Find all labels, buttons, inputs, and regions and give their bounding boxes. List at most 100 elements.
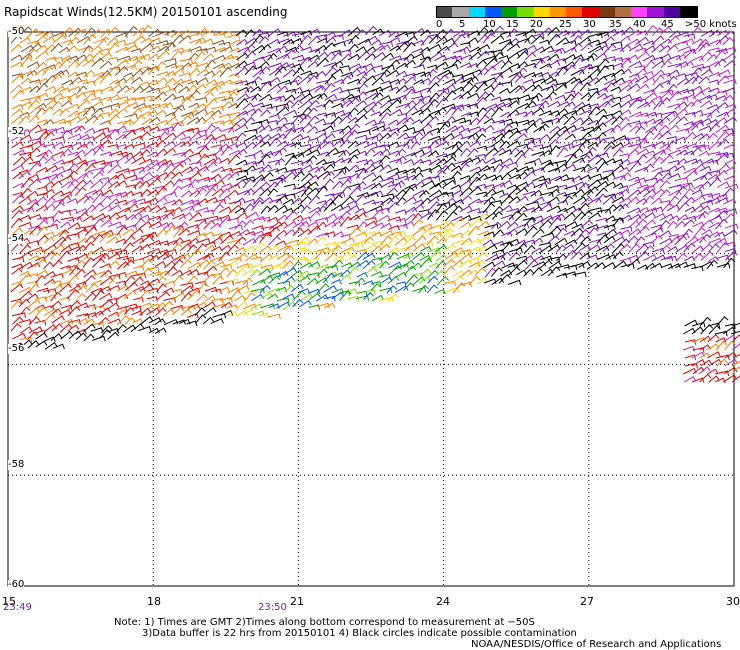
wind-barb [90, 45, 102, 53]
wind-barb [35, 82, 49, 93]
wind-barb [627, 258, 641, 268]
wind-barb [467, 207, 481, 214]
wind-barb [330, 204, 344, 212]
wind-barb [530, 34, 545, 45]
wind-barb [660, 59, 672, 69]
wind-barb [445, 106, 457, 115]
wind-barb [490, 96, 503, 102]
wind-barb [100, 28, 113, 38]
wind-barb [541, 95, 553, 102]
wind-barb [651, 83, 664, 93]
wind-barb [107, 144, 119, 150]
wind-barb [27, 299, 41, 308]
wind-barb [316, 268, 328, 277]
wind-barb [250, 107, 263, 117]
wind-barb [643, 100, 656, 108]
wind-barb [139, 85, 154, 94]
wind-barb [604, 98, 615, 108]
wind-barb [482, 261, 496, 269]
wind-barb [692, 336, 706, 343]
wind-barb [522, 28, 537, 37]
wind-barb [412, 251, 425, 261]
wind-barb [635, 212, 648, 221]
wind-barb [307, 238, 319, 246]
wind-barb [595, 193, 608, 203]
wind-barb [324, 252, 338, 262]
wind-barb [44, 223, 59, 230]
wind-barb [548, 217, 562, 229]
wind-barb [531, 150, 546, 157]
wind-barb [419, 167, 432, 174]
wind-barb [171, 171, 183, 180]
wind-barb [308, 292, 321, 301]
wind-barb [667, 195, 680, 206]
wind-barb [717, 138, 730, 148]
wind-barb [645, 125, 658, 134]
wind-barb [34, 68, 47, 76]
wind-barb [194, 314, 207, 324]
wind-barb [82, 257, 95, 268]
wind-barb [442, 37, 455, 45]
wind-barb [180, 292, 193, 302]
wind-barb [378, 144, 391, 150]
wind-barb [684, 236, 699, 246]
wind-barb [708, 231, 721, 238]
wind-barb [276, 124, 288, 132]
wind-barb [180, 239, 192, 245]
wind-barb [308, 28, 321, 36]
wind-barb [548, 226, 562, 236]
wind-barb [260, 264, 274, 270]
wind-barb [211, 69, 224, 78]
wind-barb [435, 158, 448, 166]
wind-barb [412, 71, 427, 77]
wind-barb [61, 39, 73, 45]
wind-barb [258, 153, 271, 165]
wind-barb [421, 176, 433, 182]
wind-barb [68, 60, 80, 68]
wind-barb [635, 138, 649, 150]
wind-barb [236, 263, 250, 269]
wind-barb [700, 158, 715, 166]
wind-barb [348, 227, 362, 237]
wind-barb [180, 62, 192, 70]
wind-barb [370, 245, 383, 254]
wind-barb [499, 241, 512, 247]
wind-barb [181, 166, 194, 174]
wind-barb [108, 311, 120, 318]
wind-barb [690, 147, 702, 156]
wind-barb [275, 167, 288, 173]
wind-barb [539, 215, 554, 222]
wind-barb [84, 312, 97, 318]
wind-barb [387, 173, 400, 179]
wind-barb [275, 221, 288, 230]
wind-barb [676, 182, 691, 189]
wind-barb [612, 29, 626, 37]
wind-barb [340, 233, 351, 240]
wind-barb [477, 230, 491, 236]
wind-barb [43, 250, 56, 260]
wind-barb [378, 207, 390, 214]
wind-barb [140, 171, 153, 181]
wind-barb [323, 285, 337, 293]
wind-barb [58, 46, 70, 54]
wind-barb [469, 218, 483, 228]
wind-barb [283, 254, 295, 262]
wind-barb [708, 324, 721, 335]
wind-barb [308, 288, 321, 295]
wind-barb [234, 66, 249, 77]
wind-barb [525, 201, 540, 207]
wind-barb [580, 116, 593, 126]
wind-barb [642, 130, 655, 141]
wind-barb [226, 278, 240, 284]
wind-barb [491, 59, 506, 69]
wind-barb [459, 194, 472, 204]
wind-barb [10, 61, 24, 68]
wind-barb [476, 145, 488, 152]
wind-barb [563, 46, 577, 54]
wind-barb [538, 219, 552, 229]
wind-barb [212, 303, 227, 309]
wind-barb [82, 80, 96, 87]
wind-barb [307, 35, 321, 46]
wind-barb [450, 59, 462, 68]
wind-barb [210, 144, 223, 150]
